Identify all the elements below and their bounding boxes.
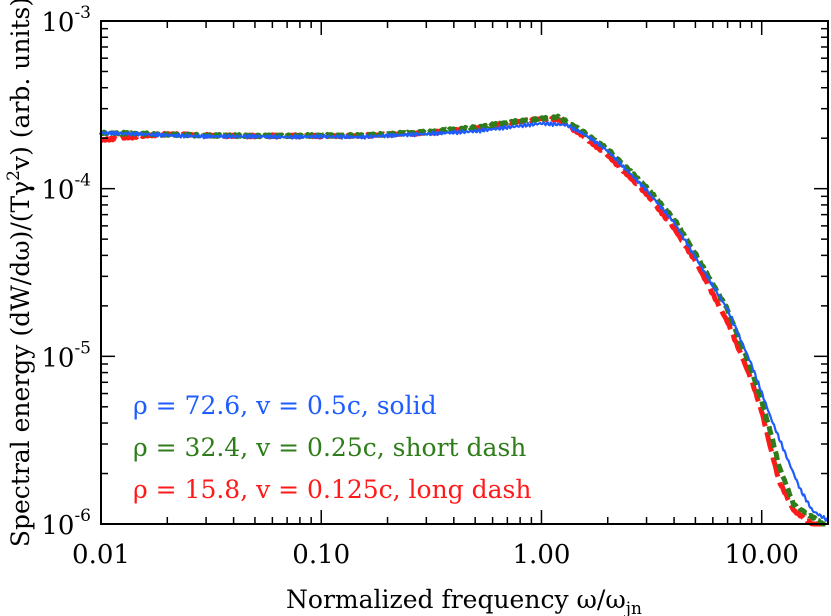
y-tick-label: 10-6: [41, 506, 91, 541]
x-tick-label: 0.10: [292, 540, 350, 570]
y-tick-label-exponent: -5: [74, 338, 91, 358]
y-tick-label: 10-3: [41, 3, 91, 38]
legend-entry-green: ρ = 32.4, v = 0.25c, short dash: [133, 433, 526, 462]
y-tick-label-base: 10: [41, 343, 74, 373]
x-tick-label: 0.01: [72, 540, 130, 570]
y-tick-label-exponent: -3: [74, 3, 91, 23]
series-line-blue-solid: [100, 120, 829, 522]
y-tick-label-exponent: -4: [74, 171, 91, 191]
x-tick-label: 1.00: [513, 540, 571, 570]
legend: ρ = 72.6, v = 0.5c, solid ρ = 32.4, v = …: [133, 391, 531, 504]
series-layer: [98, 113, 830, 527]
series-line-green-short-dash: [98, 113, 830, 527]
legend-entry-red: ρ = 15.8, v = 0.125c, long dash: [133, 475, 531, 504]
y-axis-label-tail: v) (arb. units): [6, 0, 35, 171]
legend-entry-blue: ρ = 72.6, v = 0.5c, solid: [133, 391, 437, 420]
x-axis-label-subscript: jn: [624, 599, 642, 616]
y-axis-label-superscript: 2: [4, 170, 24, 181]
y-tick-label: 10-4: [41, 171, 91, 206]
x-tick-label: 10.00: [724, 540, 798, 570]
x-axis-label: Normalized frequency ω/ωjn: [286, 585, 642, 616]
y-tick-label-exponent: -6: [74, 506, 91, 526]
y-tick-label-base: 10: [41, 511, 74, 541]
ticks-layer: [100, 20, 829, 525]
y-tick-label: 10-5: [41, 338, 91, 373]
y-tick-label-base: 10: [41, 8, 74, 38]
series-line-red-long-dash: [99, 115, 830, 527]
plot-frame: [100, 20, 829, 525]
y-axis-label: Spectral energy (dW/dω)/(Tγ2v) (arb. uni…: [4, 0, 35, 547]
y-tick-label-base: 10: [41, 176, 74, 206]
